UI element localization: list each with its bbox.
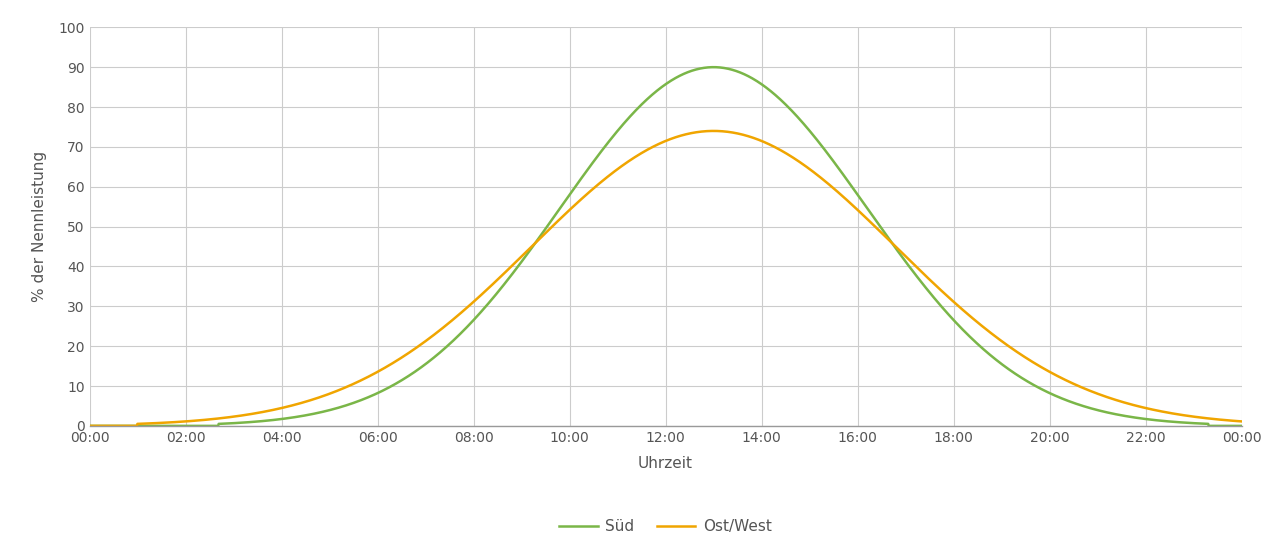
Süd	[643, 93, 658, 100]
Süd	[1201, 420, 1216, 427]
Y-axis label: % der Nennleistung: % der Nennleistung	[32, 151, 47, 302]
Line: Ost/West: Ost/West	[90, 131, 1242, 426]
Ost/West	[1201, 415, 1216, 422]
Line: Süd: Süd	[90, 67, 1242, 426]
Ost/West	[989, 335, 1005, 341]
X-axis label: Uhrzeit: Uhrzeit	[639, 456, 692, 471]
Süd	[82, 423, 97, 429]
Süd	[141, 423, 156, 429]
Ost/West	[707, 128, 722, 134]
Süd	[707, 64, 722, 70]
Ost/West	[141, 420, 156, 427]
Ost/West	[1201, 415, 1216, 422]
Süd	[1234, 423, 1249, 429]
Süd	[989, 358, 1005, 364]
Süd	[612, 126, 627, 132]
Legend: Süd, Ost/West: Süd, Ost/West	[553, 513, 778, 541]
Ost/West	[643, 145, 658, 152]
Süd	[1201, 423, 1216, 429]
Ost/West	[1234, 418, 1249, 425]
Ost/West	[82, 423, 97, 429]
Ost/West	[612, 164, 627, 171]
